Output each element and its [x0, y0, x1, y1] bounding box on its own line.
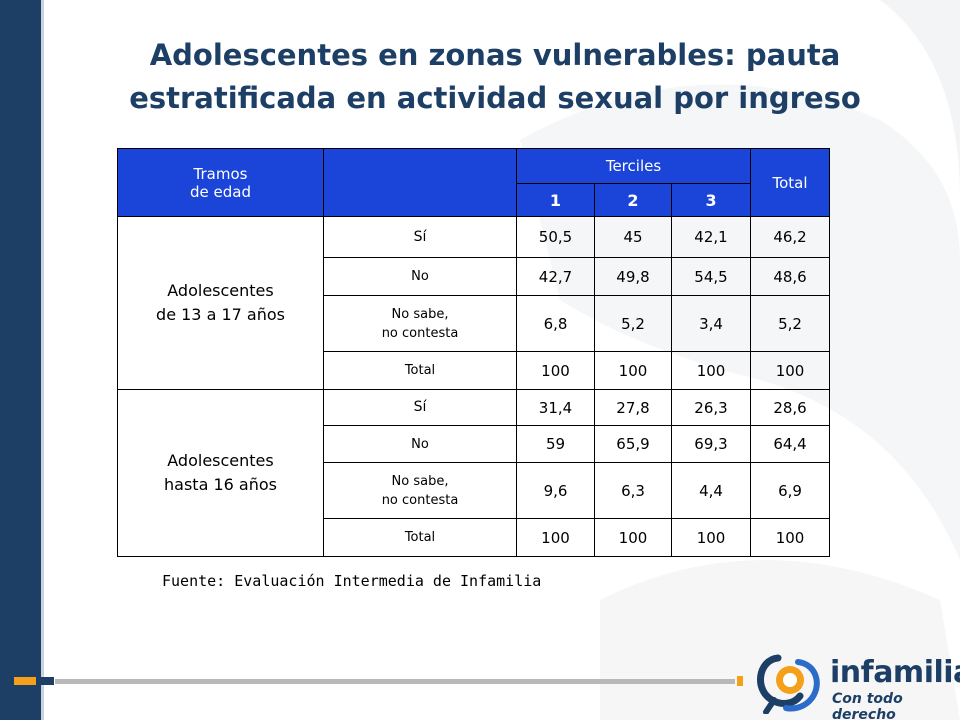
cell-tercile-3: 69,3: [670, 425, 752, 463]
header-tercile-2: 2: [594, 183, 672, 217]
footer-divider: [55, 679, 735, 684]
source-note: Fuente: Evaluación Intermedia de Infamil…: [162, 572, 542, 590]
cell-tercile-2: 5,2: [594, 295, 672, 352]
response-label: Total: [323, 518, 517, 557]
cell-tercile-2: 100: [594, 518, 672, 557]
header-terciles: Terciles: [515, 148, 752, 184]
cell-tercile-3: 26,3: [670, 389, 752, 426]
table-subheader-row: 1 2 3: [118, 183, 830, 217]
cell-total: 100: [750, 351, 831, 390]
cell-tercile-2: 49,8: [594, 257, 672, 296]
response-label: No sabe, no contesta: [323, 295, 517, 352]
table-row: No 59 65,9 69,3 64,4: [118, 425, 831, 463]
table-row: Total 100 100 100 100: [118, 518, 831, 557]
response-label: Sí: [323, 389, 517, 426]
table-row: No sabe, no contesta 6,8 5,2 3,4 5,2: [118, 295, 831, 352]
header-response-blank: [323, 148, 517, 217]
cell-total: 46,2: [750, 216, 831, 258]
cell-total: 64,4: [750, 425, 831, 463]
footer-accent-orange: [14, 677, 36, 685]
cell-tercile-1: 9,6: [516, 462, 595, 519]
cell-tercile-1: 6,8: [516, 295, 595, 352]
cell-tercile-1: 100: [516, 518, 595, 557]
cell-tercile-2: 27,8: [594, 389, 672, 426]
logo-mark-icon: [757, 654, 820, 714]
infamilia-logo: infamilia Con todo derecho: [752, 650, 960, 723]
cell-tercile-1: 59: [516, 425, 595, 463]
cell-tercile-3: 42,1: [670, 216, 752, 258]
cell-tercile-2: 45: [594, 216, 672, 258]
cell-tercile-3: 3,4: [670, 295, 752, 352]
footer-accent-blue: [40, 677, 54, 685]
cell-tercile-3: 100: [670, 351, 752, 390]
left-accent-bar: [0, 0, 41, 720]
logo-tagline: Con todo derecho: [832, 691, 903, 723]
cell-tercile-1: 42,7: [516, 257, 595, 296]
response-label: No sabe, no contesta: [323, 462, 517, 519]
group-label: Adolescentes de 13 a 17 años: [117, 216, 324, 390]
header-tercile-1: 1: [516, 183, 595, 217]
header-tercile-3: 3: [670, 183, 752, 217]
title-line-1: Adolescentes en zonas vulnerables: pauta: [149, 38, 841, 72]
cell-tercile-3: 54,5: [670, 257, 752, 296]
cell-tercile-1: 100: [516, 351, 595, 390]
table-row: Total 100 100 100 100: [118, 351, 831, 390]
cell-tercile-3: 100: [670, 518, 752, 557]
logo-name: infamilia: [830, 655, 960, 690]
header-age-groups: Tramos de edad: [117, 148, 324, 217]
cell-tercile-2: 100: [594, 351, 672, 390]
table-header-row: Tramos de edad Terciles Total: [117, 148, 831, 217]
response-label: Sí: [323, 216, 517, 258]
cell-total: 48,6: [750, 257, 831, 296]
response-label: No: [323, 257, 517, 296]
cell-total: 5,2: [750, 295, 831, 352]
table-row: Adolescentes de 13 a 17 años Sí 50,5 45 …: [117, 216, 831, 390]
data-table: Tramos de edad Terciles Total 1 2 3 Adol…: [117, 148, 831, 557]
title-line-2: estratificada en actividad sexual por in…: [129, 81, 861, 115]
cell-total: 6,9: [750, 462, 831, 519]
footer-tick: [737, 676, 743, 686]
page-title: Adolescentes en zonas vulnerables: pauta…: [60, 34, 930, 120]
cell-tercile-1: 50,5: [516, 216, 595, 258]
cell-tercile-2: 6,3: [594, 462, 672, 519]
cell-tercile-1: 31,4: [516, 389, 595, 426]
header-total: Total: [750, 148, 831, 217]
table-row: Adolescentes hasta 16 años Sí 31,4 27,8 …: [117, 389, 831, 557]
cell-tercile-3: 4,4: [670, 462, 752, 519]
cell-tercile-2: 65,9: [594, 425, 672, 463]
left-accent-edge: [41, 0, 44, 720]
cell-total: 100: [750, 518, 831, 557]
response-label: No: [323, 425, 517, 463]
response-label: Total: [323, 351, 517, 390]
group-label: Adolescentes hasta 16 años: [117, 389, 324, 557]
cell-total: 28,6: [750, 389, 831, 426]
